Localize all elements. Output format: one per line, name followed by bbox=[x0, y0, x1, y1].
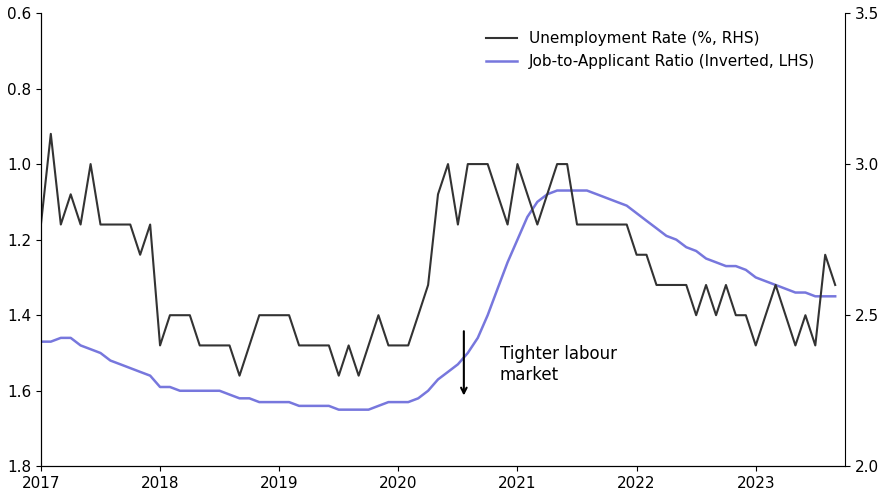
Job-to-Applicant Ratio (Inverted, LHS) bbox=[482, 312, 493, 318]
Job-to-Applicant Ratio (Inverted, LHS) bbox=[701, 255, 711, 261]
Line: Unemployment Rate (%, RHS): Unemployment Rate (%, RHS) bbox=[41, 134, 835, 375]
Legend: Unemployment Rate (%, RHS), Job-to-Applicant Ratio (Inverted, LHS): Unemployment Rate (%, RHS), Job-to-Appli… bbox=[480, 25, 821, 75]
Unemployment Rate (%, RHS) bbox=[45, 131, 56, 137]
Job-to-Applicant Ratio (Inverted, LHS) bbox=[333, 407, 344, 413]
Job-to-Applicant Ratio (Inverted, LHS) bbox=[770, 282, 781, 288]
Unemployment Rate (%, RHS) bbox=[234, 373, 245, 378]
Unemployment Rate (%, RHS) bbox=[493, 191, 503, 197]
Job-to-Applicant Ratio (Inverted, LHS) bbox=[35, 339, 46, 345]
Line: Job-to-Applicant Ratio (Inverted, LHS): Job-to-Applicant Ratio (Inverted, LHS) bbox=[41, 191, 835, 410]
Job-to-Applicant Ratio (Inverted, LHS) bbox=[830, 293, 841, 299]
Unemployment Rate (%, RHS) bbox=[35, 222, 46, 228]
Unemployment Rate (%, RHS) bbox=[641, 252, 652, 258]
Unemployment Rate (%, RHS) bbox=[770, 282, 781, 288]
Text: Tighter labour
market: Tighter labour market bbox=[500, 346, 617, 384]
Unemployment Rate (%, RHS) bbox=[741, 312, 751, 318]
Unemployment Rate (%, RHS) bbox=[552, 161, 563, 167]
Job-to-Applicant Ratio (Inverted, LHS) bbox=[741, 267, 751, 273]
Job-to-Applicant Ratio (Inverted, LHS) bbox=[552, 188, 563, 194]
Job-to-Applicant Ratio (Inverted, LHS) bbox=[542, 191, 553, 197]
Job-to-Applicant Ratio (Inverted, LHS) bbox=[641, 218, 652, 224]
Unemployment Rate (%, RHS) bbox=[701, 282, 711, 288]
Unemployment Rate (%, RHS) bbox=[830, 282, 841, 288]
